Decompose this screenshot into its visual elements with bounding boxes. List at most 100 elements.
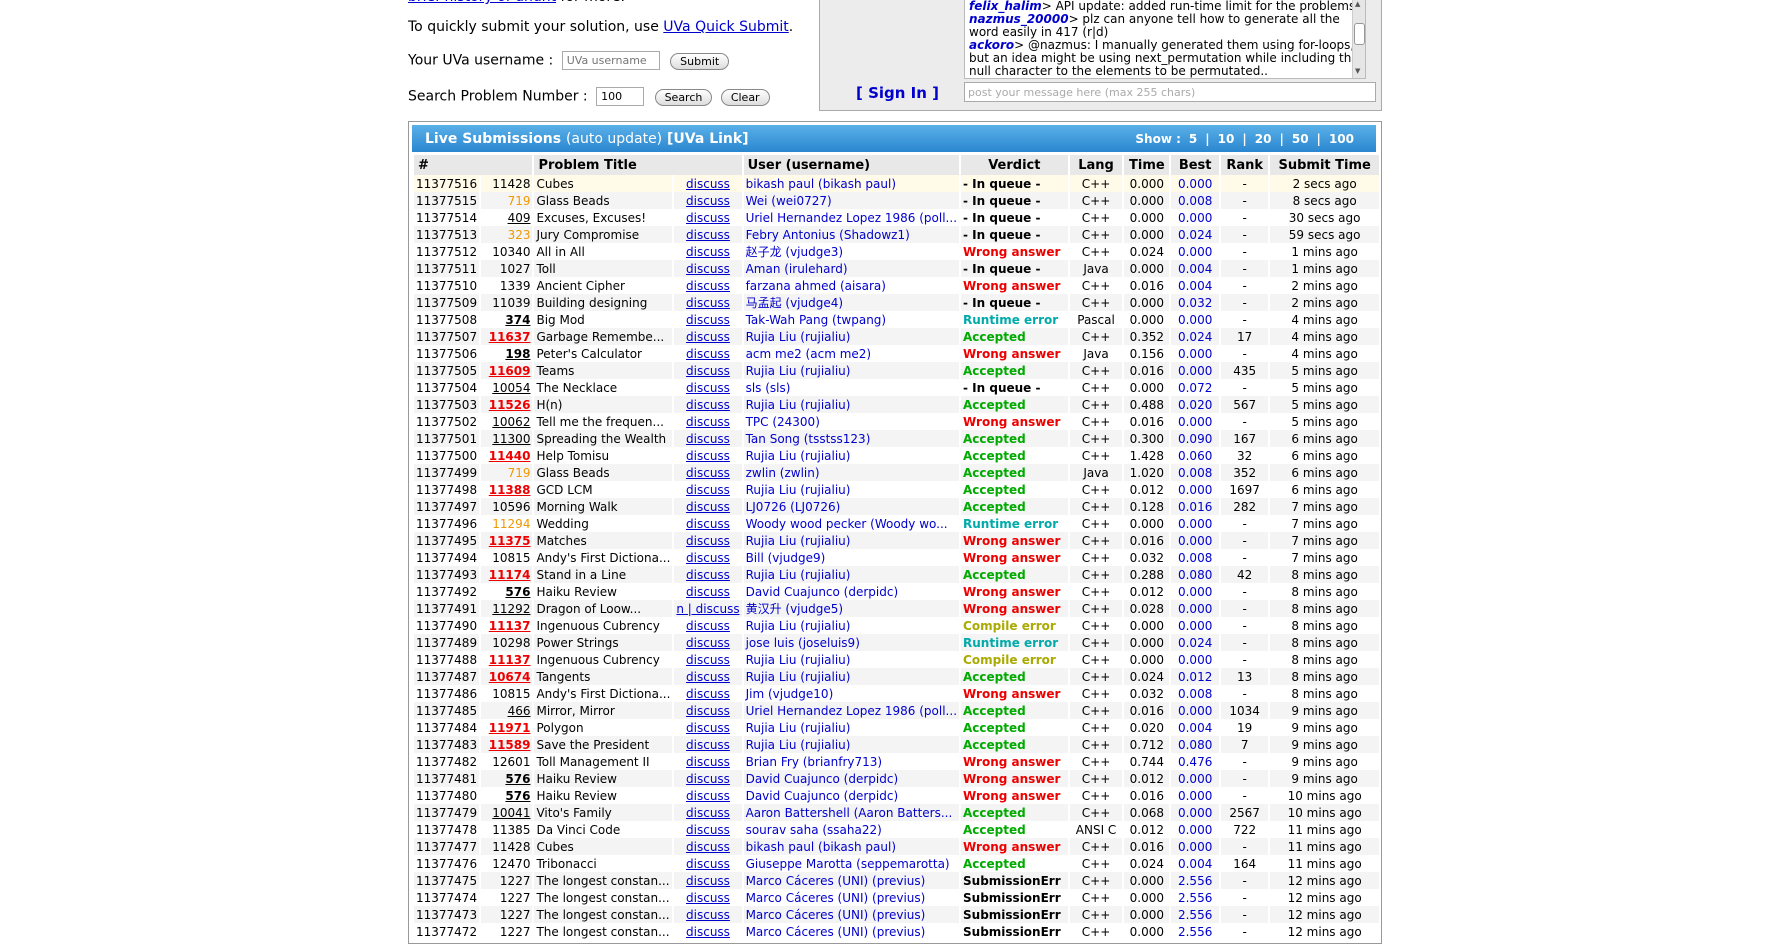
discuss-link[interactable]: discuss xyxy=(686,618,730,633)
discuss-link[interactable]: discuss xyxy=(686,584,730,599)
discuss-link[interactable]: discuss xyxy=(674,192,742,209)
user-link[interactable]: Aaron Battershell (Aaron Batters... xyxy=(743,804,960,821)
user-link[interactable]: Rujia Liu (rujialiu) xyxy=(743,328,960,345)
discuss-link[interactable]: discuss xyxy=(686,652,730,667)
discuss-link[interactable]: discuss xyxy=(686,414,730,429)
username-input[interactable] xyxy=(561,51,660,70)
user-link[interactable]: David Cuajunco (derpidc) xyxy=(743,770,960,787)
discuss-link[interactable]: discuss xyxy=(674,566,742,583)
discuss-link[interactable]: discuss xyxy=(674,175,742,192)
problem-number-text[interactable]: 576 xyxy=(505,788,531,803)
scroll-up-icon[interactable]: ▲ xyxy=(1355,0,1361,8)
problem-number[interactable]: 10062 xyxy=(481,413,532,430)
discuss-link[interactable]: discuss xyxy=(674,396,742,413)
show-option-50[interactable]: 50 xyxy=(1291,132,1309,146)
chat-user[interactable]: nazmus_20000 xyxy=(969,12,1069,26)
problem-number[interactable]: 11440 xyxy=(481,447,532,464)
problem-number-text[interactable]: 10674 xyxy=(488,669,531,684)
problem-number[interactable]: 11609 xyxy=(481,362,533,379)
user-link[interactable]: Uriel Hernandez Lopez 1986 (poll... xyxy=(745,210,958,225)
problem-number[interactable]: 11526 xyxy=(481,396,533,413)
discuss-link[interactable]: discuss xyxy=(686,890,730,905)
user-link[interactable]: Tan Song (tsstss123) xyxy=(743,430,960,447)
discuss-link[interactable]: discuss xyxy=(686,754,730,769)
problem-number-text[interactable]: 11609 xyxy=(488,363,531,378)
search-input[interactable] xyxy=(596,87,645,106)
problem-number-text[interactable]: 11637 xyxy=(488,329,531,344)
discuss-link[interactable]: discuss xyxy=(686,720,730,735)
problem-number-text[interactable]: 466 xyxy=(507,703,531,718)
quick-submit-link[interactable]: UVa Quick Submit xyxy=(663,19,789,35)
problem-number-text[interactable]: 11375 xyxy=(488,533,531,548)
user-link[interactable]: Wei (wei0727) xyxy=(743,192,960,209)
chat-post-input[interactable]: post your message here (max 255 chars) xyxy=(964,82,1376,102)
chat-user[interactable]: ackoro xyxy=(969,38,1015,52)
problem-number-text[interactable]: 10054 xyxy=(492,380,531,395)
discuss-link[interactable]: discuss xyxy=(674,328,742,345)
scroll-down-icon[interactable]: ▼ xyxy=(1355,67,1361,75)
discuss-link[interactable]: discuss xyxy=(674,430,742,447)
problem-number[interactable]: 466 xyxy=(481,702,533,719)
problem-number[interactable]: 11388 xyxy=(481,481,532,498)
user-link[interactable]: Jim (vjudge10) xyxy=(745,686,834,701)
problem-number-text[interactable]: 11300 xyxy=(492,431,531,446)
user-link[interactable]: Rujia Liu (rujialiu) xyxy=(743,736,960,753)
discuss-link[interactable]: discuss xyxy=(686,516,730,531)
problem-number-text[interactable]: 11440 xyxy=(488,448,531,463)
problem-number-text[interactable]: 10062 xyxy=(492,414,531,429)
discuss-link[interactable]: discuss xyxy=(686,380,730,395)
discuss-link[interactable]: discuss xyxy=(674,872,742,889)
sign-in-link[interactable]: [ Sign In ] xyxy=(856,84,939,102)
user-link[interactable]: Febry Antonius (Shadowz1) xyxy=(743,226,960,243)
problem-number-text[interactable]: 11971 xyxy=(488,720,531,735)
problem-number[interactable]: 11589 xyxy=(481,736,533,753)
problem-number[interactable]: 576 xyxy=(481,770,533,787)
discuss-link[interactable]: discuss xyxy=(674,702,742,719)
discuss-link[interactable]: discuss xyxy=(686,448,730,463)
user-link[interactable]: Aman (irulehard) xyxy=(743,260,960,277)
problem-number[interactable]: 198 xyxy=(481,345,532,362)
discuss-link[interactable]: discuss xyxy=(686,822,730,837)
problem-number-text[interactable]: 10041 xyxy=(492,805,531,820)
discuss-link[interactable]: discuss xyxy=(686,482,730,497)
user-link[interactable]: jose luis (joseluis9) xyxy=(743,634,960,651)
problem-number-text[interactable]: 11589 xyxy=(488,737,531,752)
user-link[interactable]: Woody wood pecker (Woody wo... xyxy=(745,516,948,531)
user-link[interactable]: Rujia Liu (rujialiu) xyxy=(743,396,960,413)
discuss-link[interactable]: discuss xyxy=(686,210,730,225)
problem-number-text[interactable]: 11526 xyxy=(488,397,531,412)
problem-number-text[interactable]: 409 xyxy=(507,210,531,225)
problem-number-text[interactable]: 374 xyxy=(505,312,531,327)
problem-number[interactable]: 11292 xyxy=(481,600,533,617)
clear-button[interactable]: Clear xyxy=(720,88,770,106)
problem-number[interactable]: 11300 xyxy=(481,430,533,447)
chat-scrollbar[interactable]: ▲ ▼ xyxy=(1352,0,1365,78)
user-link[interactable]: bikash paul (bikash paul) xyxy=(743,175,960,192)
discuss-link[interactable]: discuss xyxy=(674,634,742,651)
discuss-link[interactable]: n | discuss xyxy=(674,600,742,617)
discuss-link[interactable]: discuss xyxy=(674,532,742,549)
problem-number[interactable]: 576 xyxy=(481,583,532,600)
user-link[interactable]: Rujia Liu (rujialiu) xyxy=(743,532,960,549)
problem-number-text[interactable]: 576 xyxy=(505,771,531,786)
user-link[interactable]: Rujia Liu (rujialiu) xyxy=(743,362,960,379)
user-link[interactable]: sls (sls) xyxy=(745,380,791,395)
user-link[interactable]: Bill (vjudge9) xyxy=(745,550,826,565)
problem-number-text[interactable]: 11292 xyxy=(492,601,531,616)
user-link[interactable]: Rujia Liu (rujialiu) xyxy=(745,720,851,735)
user-link[interactable]: David Cuajunco (derpidc) xyxy=(745,788,899,803)
problem-number[interactable]: 11637 xyxy=(481,328,533,345)
user-link[interactable]: Uriel Hernandez Lopez 1986 (poll... xyxy=(743,702,960,719)
user-link[interactable]: Tak-Wah Pang (twpang) xyxy=(745,312,887,327)
problem-number[interactable]: 11174 xyxy=(481,566,533,583)
user-link[interactable]: Rujia Liu (rujialiu) xyxy=(743,566,960,583)
show-option-100[interactable]: 100 xyxy=(1328,132,1354,146)
show-option-20[interactable]: 20 xyxy=(1254,132,1272,146)
user-link[interactable]: sourav saha (ssaha22) xyxy=(745,822,882,837)
discuss-link[interactable]: discuss xyxy=(674,226,742,243)
user-link[interactable]: 赵子龙 (vjudge3) xyxy=(745,245,844,259)
history-link[interactable]: brief history of uhunt xyxy=(408,0,556,5)
user-link[interactable]: Marco Cáceres (UNI) (previus) xyxy=(743,906,960,923)
discuss-link[interactable]: discuss xyxy=(686,550,730,565)
problem-number[interactable]: 11375 xyxy=(481,532,533,549)
